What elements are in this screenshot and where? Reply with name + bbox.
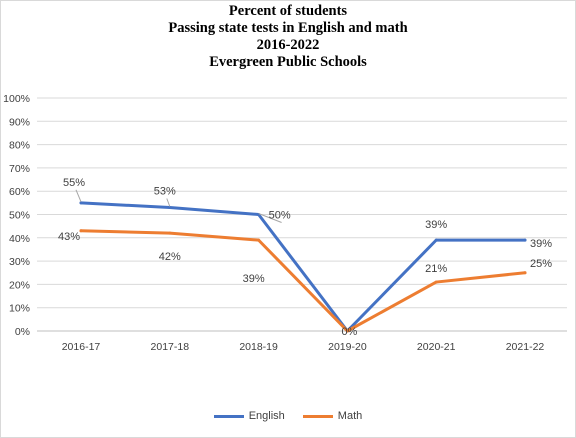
legend-item-math: Math (302, 410, 363, 422)
data-label-math: 25% (530, 258, 552, 270)
y-tick-label: 70% (9, 163, 30, 175)
chart-title-line-3: 2016-2022 (256, 37, 320, 53)
data-label-english: 50% (269, 210, 291, 222)
data-label-math: 43% (58, 231, 80, 243)
y-tick-label: 90% (9, 116, 30, 128)
y-tick-label: 80% (9, 140, 30, 152)
data-point-english (79, 201, 83, 205)
y-tick-label: 20% (9, 279, 30, 291)
data-point-math (79, 229, 83, 233)
data-point-math (434, 280, 438, 284)
data-label-english: 55% (63, 177, 85, 189)
data-point-math (257, 238, 261, 242)
y-tick-label: 40% (9, 233, 30, 245)
data-label-leader (75, 189, 82, 203)
data-point-math (523, 271, 527, 275)
y-tick-label: 50% (9, 210, 30, 222)
data-point-english (434, 238, 438, 242)
x-tick-label: 2020-21 (417, 341, 456, 353)
data-label-math: 39% (243, 273, 265, 285)
x-tick-label: 2017-18 (151, 341, 190, 353)
chart-title-line-1: Percent of students (228, 3, 348, 19)
data-point-english (523, 238, 527, 242)
chart-legend: English Math (0, 410, 576, 422)
data-label-math: 42% (159, 251, 181, 263)
legend-swatch-english (213, 414, 244, 418)
data-point-math (345, 329, 349, 333)
chart-title-line-2: Passing state tests in English and math (168, 20, 408, 36)
x-tick-label: 2018-19 (239, 341, 278, 353)
y-tick-label: 30% (9, 256, 30, 268)
series-line-math (79, 229, 527, 333)
legend-item-english: English (213, 410, 285, 422)
data-label-math: 21% (425, 263, 447, 275)
legend-label-math: Math (337, 410, 363, 422)
x-tick-label: 2021-22 (506, 341, 545, 353)
data-label-math: 0% (341, 326, 357, 338)
data-point-english (168, 206, 172, 210)
data-label-english: 39% (530, 238, 552, 250)
x-tick-label: 2016-17 (62, 341, 101, 353)
y-tick-label: 100% (3, 93, 30, 105)
legend-swatch-math (302, 414, 333, 418)
x-tick-label: 2019-20 (328, 341, 367, 353)
data-label-english: 53% (154, 186, 176, 198)
y-tick-label: 60% (9, 186, 30, 198)
data-label-leader (258, 213, 282, 223)
data-point-math (168, 231, 172, 235)
series-line-english (79, 201, 527, 333)
y-tick-label: 10% (9, 303, 30, 315)
chart-title-line-4: Evergreen Public Schools (209, 54, 367, 70)
y-tick-label: 0% (15, 326, 30, 338)
data-label-english: 39% (425, 219, 447, 231)
data-label-leader (166, 198, 171, 207)
legend-label-english: English (248, 410, 285, 422)
chart-title: Percent of students Passing state tests … (0, 3, 576, 71)
